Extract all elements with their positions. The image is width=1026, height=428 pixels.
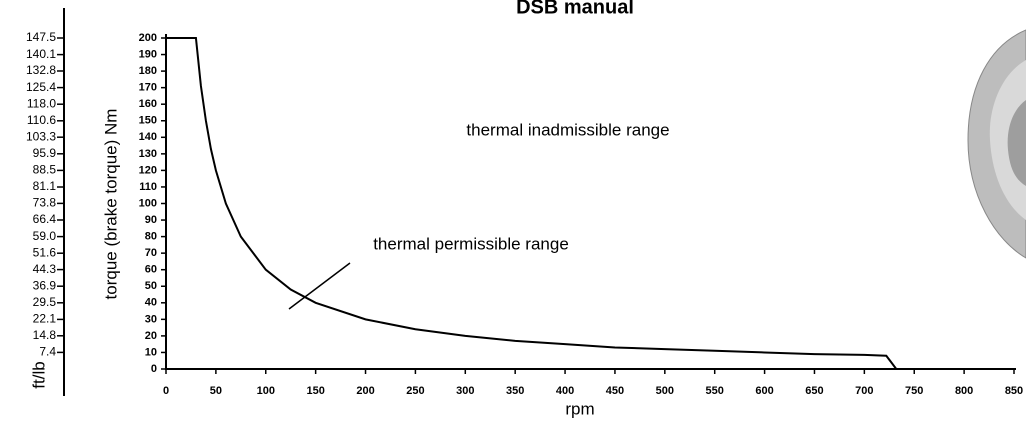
y2-tick-label: 110.6 xyxy=(27,113,56,127)
y2-tick-label: 73.8 xyxy=(33,196,57,210)
y-tick-label: 10 xyxy=(145,346,157,358)
y-tick-label: 140 xyxy=(139,131,157,143)
y2-tick-label: 103.3 xyxy=(26,129,56,143)
y-tick-label: 170 xyxy=(139,82,157,94)
annotation: thermal permissible range xyxy=(373,234,569,253)
y-tick-label: 40 xyxy=(145,297,157,309)
y-tick-label: 60 xyxy=(145,264,157,276)
y2-tick-label: 81.1 xyxy=(33,179,57,193)
x-axis-label: rpm xyxy=(565,399,594,418)
y2-tick-label: 44.3 xyxy=(33,262,57,276)
y-tick-label: 110 xyxy=(139,181,157,193)
x-tick-label: 350 xyxy=(506,385,524,397)
x-tick-label: 100 xyxy=(257,385,275,397)
x-tick-label: 700 xyxy=(855,385,873,397)
y2-tick-label: 132.8 xyxy=(26,63,56,77)
y2-tick-label: 59.0 xyxy=(33,229,57,243)
disc-image xyxy=(967,29,1026,259)
x-tick-label: 850 xyxy=(1005,385,1023,397)
y-tick-label: 100 xyxy=(139,197,157,209)
x-tick-label: 600 xyxy=(755,385,773,397)
x-tick-label: 500 xyxy=(656,385,674,397)
y-tick-label: 20 xyxy=(145,330,157,342)
y2-tick-label: 66.4 xyxy=(33,212,57,226)
y2-tick-label: 125.4 xyxy=(26,80,56,94)
x-tick-label: 800 xyxy=(955,385,973,397)
y2-tick-label: 88.5 xyxy=(33,163,57,177)
y-tick-label: 120 xyxy=(139,164,157,176)
y2-tick-label: 7.4 xyxy=(39,345,56,359)
y-tick-label: 30 xyxy=(145,313,157,325)
y-tick-label: 50 xyxy=(145,280,157,292)
x-tick-label: 150 xyxy=(306,385,324,397)
x-tick-label: 300 xyxy=(456,385,474,397)
x-tick-label: 550 xyxy=(706,385,724,397)
y2-tick-label: 29.5 xyxy=(33,295,57,309)
chart-title: DSB manual xyxy=(516,0,634,18)
y2-axis-label: ft/lb xyxy=(29,361,48,388)
y2-tick-label: 22.1 xyxy=(33,312,57,326)
y2-tick-label: 51.6 xyxy=(33,245,57,259)
x-tick-label: 50 xyxy=(210,385,222,397)
line xyxy=(166,37,898,370)
x-tick-label: 650 xyxy=(805,385,823,397)
y2-tick-label: 147.5 xyxy=(26,30,56,44)
x-tick-label: 400 xyxy=(556,385,574,397)
y-tick-label: 200 xyxy=(139,32,157,44)
annotation-pointer xyxy=(288,262,351,310)
y-tick-label: 130 xyxy=(139,148,157,160)
y-tick-label: 150 xyxy=(139,115,157,127)
x-tick-label: 0 xyxy=(163,385,169,397)
annotation: thermal inadmissible range xyxy=(466,120,669,139)
y-tick-label: 190 xyxy=(139,48,157,60)
y-tick-label: 80 xyxy=(145,231,157,243)
y2-tick-label: 140.1 xyxy=(26,47,56,61)
x-tick-label: 750 xyxy=(905,385,923,397)
y2-tick-label: 95.9 xyxy=(33,146,57,160)
x-tick-label: 200 xyxy=(356,385,374,397)
y-tick-label: 160 xyxy=(139,98,157,110)
y2-tick-label: 14.8 xyxy=(33,328,57,342)
x-tick-label: 450 xyxy=(606,385,624,397)
y-tick-label: 180 xyxy=(139,65,157,77)
y-axis-label: torque (brake torque) Nm xyxy=(101,109,120,300)
y2-tick-label: 36.9 xyxy=(33,278,57,292)
y-tick-label: 0 xyxy=(151,363,157,375)
y-tick-label: 70 xyxy=(145,247,157,259)
y-tick-label: 90 xyxy=(145,214,157,226)
y2-tick-label: 118.0 xyxy=(27,96,56,110)
x-tick-label: 250 xyxy=(406,385,424,397)
